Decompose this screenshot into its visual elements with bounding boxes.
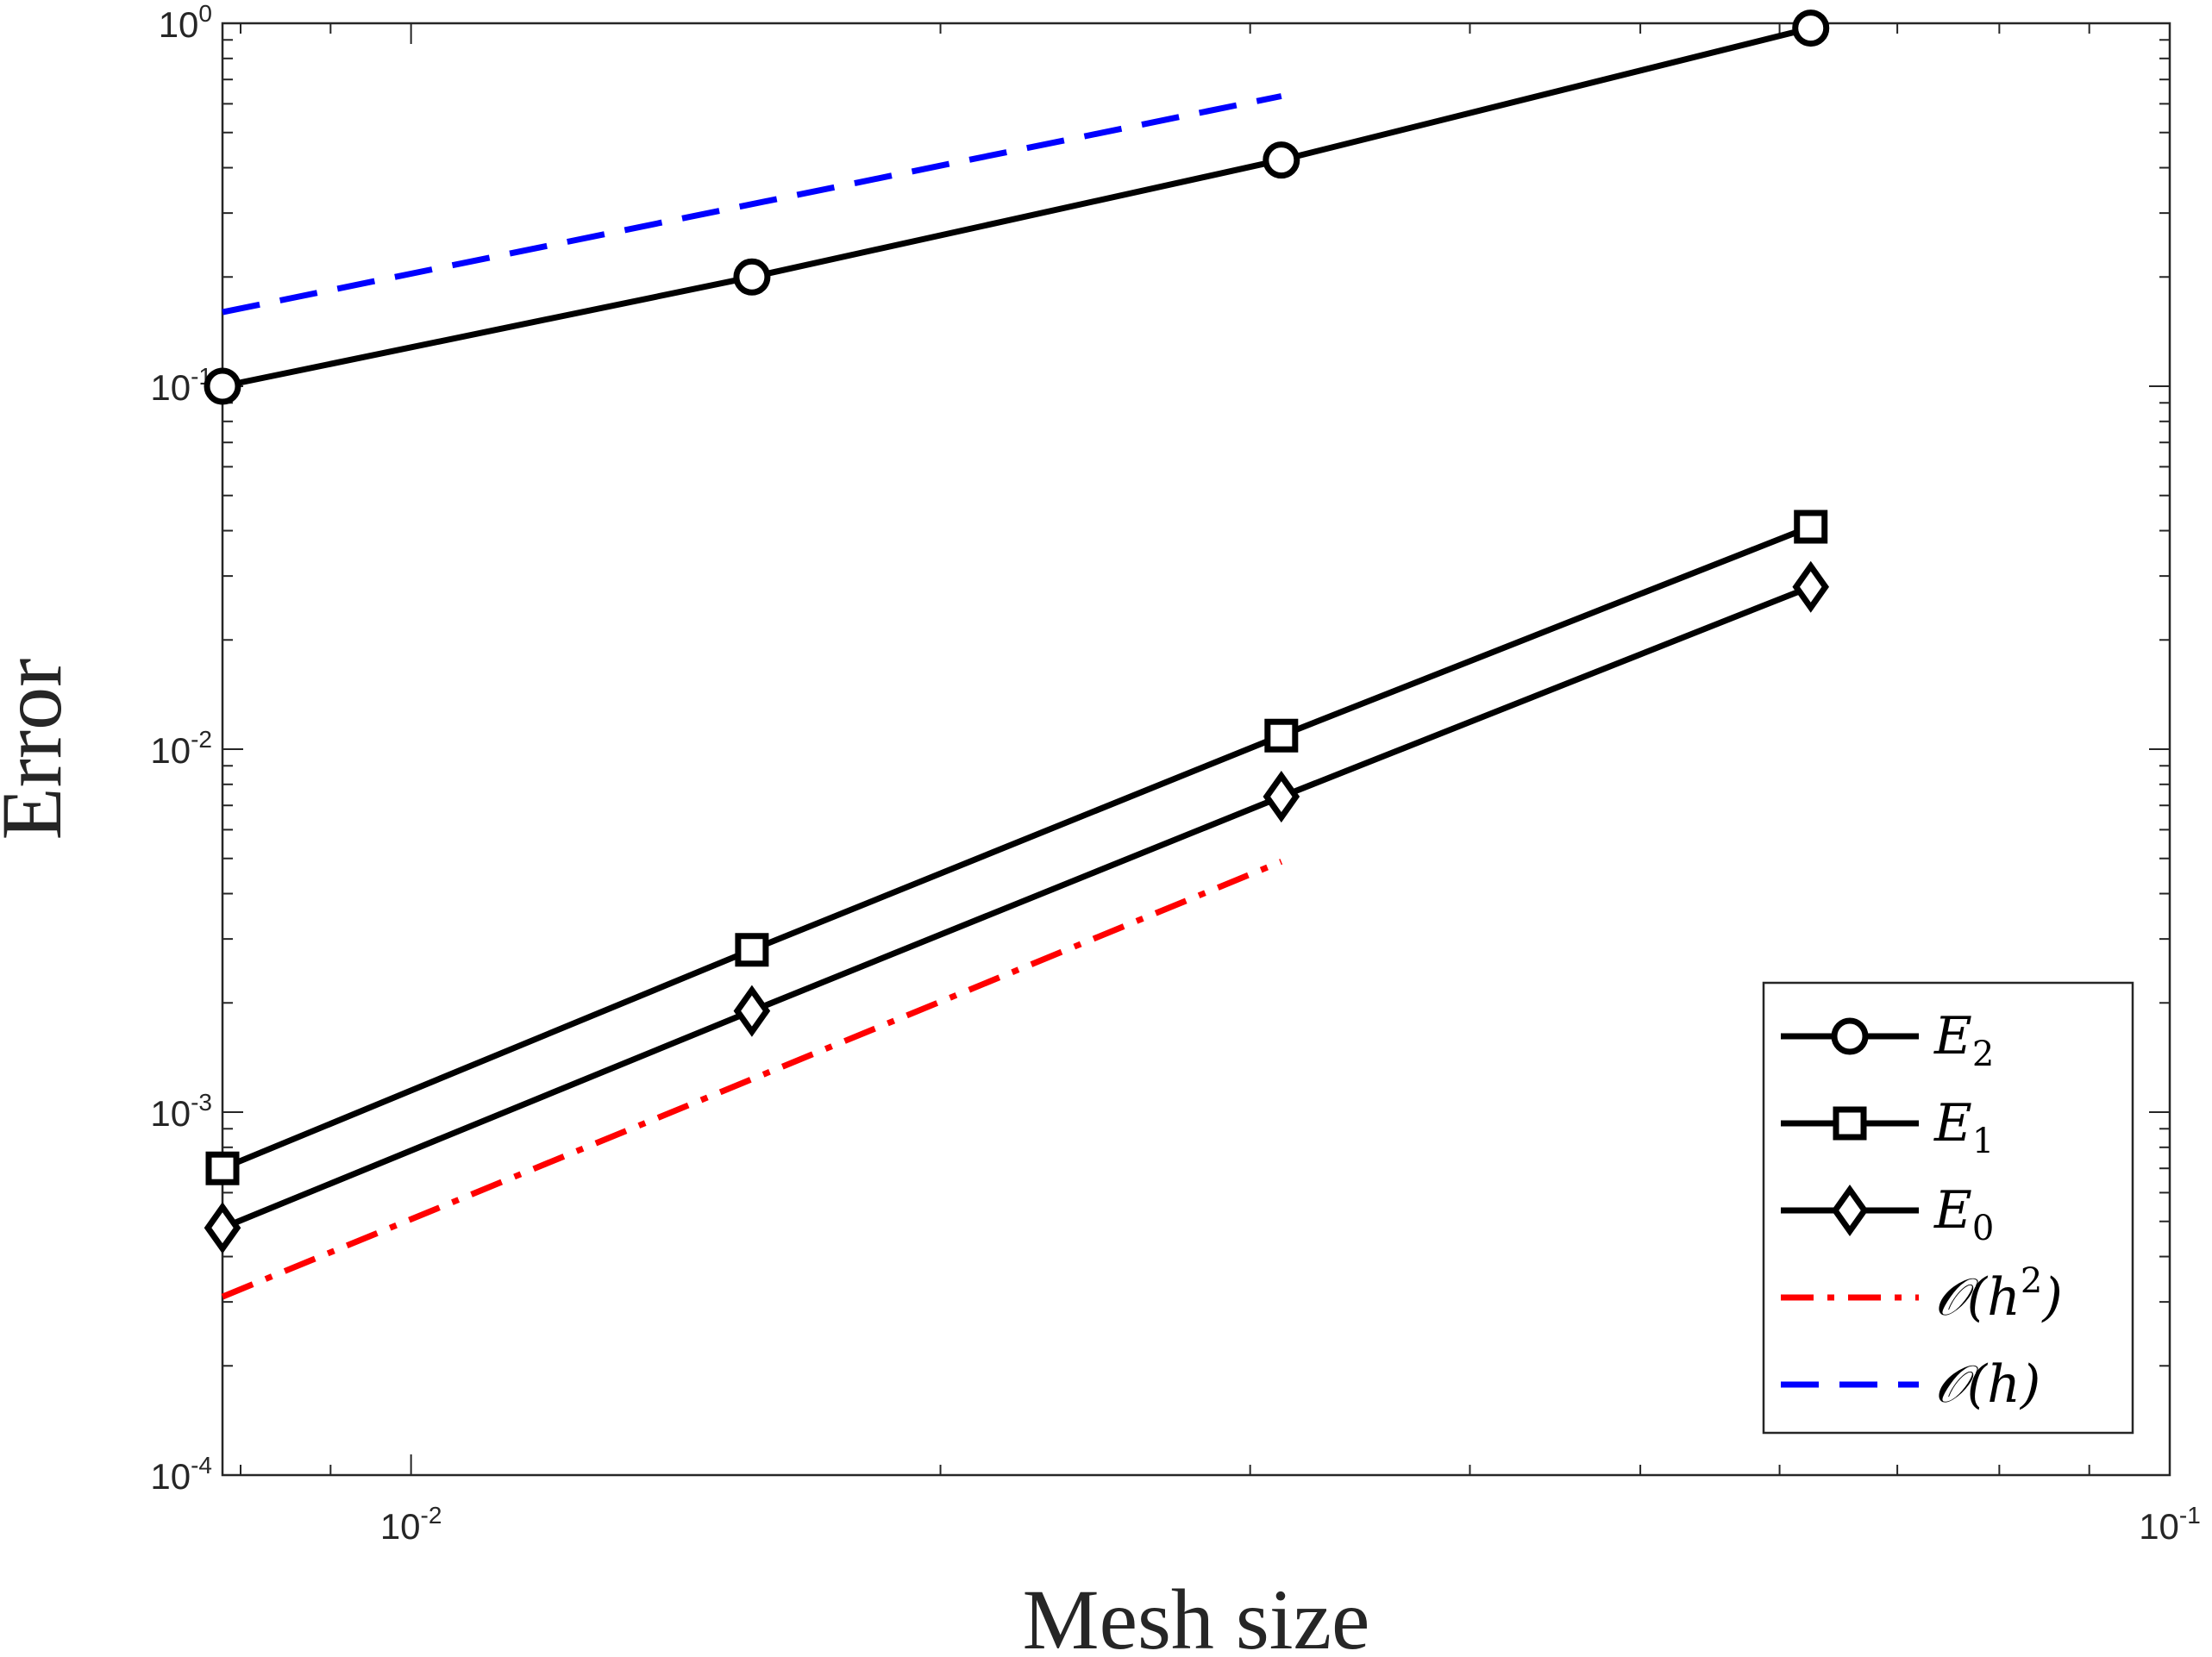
tick-label-base: 10 — [150, 730, 191, 771]
series-markers — [204, 9, 1830, 1254]
legend-label-3: 𝒪(h2) — [1934, 1261, 2063, 1328]
data-point-square — [735, 933, 769, 967]
tick-label-exponent: -4 — [191, 1452, 212, 1479]
data-point-diamond — [733, 985, 771, 1037]
series-line-0 — [222, 25, 1812, 390]
x-tick-label: 10-2 — [380, 1502, 442, 1547]
tick-label-exponent: -1 — [2179, 1502, 2201, 1529]
x-axis-title: Mesh size — [1023, 1572, 1370, 1657]
legend-label-superscript: 2 — [2021, 1261, 2042, 1301]
legend-label-tail: ) — [2040, 1267, 2062, 1328]
data-point-square — [1794, 510, 1828, 544]
tick-label-exponent: 0 — [198, 0, 212, 27]
legend-marker-square — [1833, 1106, 1867, 1141]
data-point-circle — [1263, 141, 1300, 179]
data-point-circle — [733, 258, 771, 296]
series-line-3 — [221, 859, 1283, 1300]
y-tick-label: 10-4 — [150, 1452, 212, 1497]
data-point-diamond — [204, 1202, 241, 1254]
tick-label-base: 10 — [150, 1456, 191, 1497]
tick-label-base: 10 — [159, 4, 199, 45]
tick-label-base: 10 — [380, 1506, 421, 1547]
series-lines — [221, 25, 1812, 1300]
tick-label-exponent: -2 — [421, 1502, 442, 1529]
legend-label-4: 𝒪(h) — [1934, 1354, 2040, 1415]
data-point-diamond — [1263, 770, 1300, 823]
legend-label-main: E — [1933, 1093, 1972, 1154]
tick-label-base: 10 — [2139, 1506, 2179, 1547]
y-axis-title: Error — [0, 659, 79, 841]
x-tick-label: 10-1 — [2139, 1502, 2201, 1547]
tick-label-exponent: -3 — [191, 1089, 212, 1116]
legend-label-0: E2 — [1933, 1006, 1994, 1074]
data-point-circle — [1792, 9, 1830, 47]
data-point-diamond — [1792, 560, 1830, 613]
series-line-1 — [221, 523, 1812, 1172]
legend-label-subscript: 0 — [1972, 1209, 1994, 1248]
legend-label-1: E1 — [1933, 1093, 1994, 1161]
data-point-square — [205, 1151, 240, 1185]
legend-label-main: E — [1933, 1180, 1972, 1241]
series-line-2 — [221, 584, 1812, 1231]
legend-label-main: 𝒪(h — [1934, 1267, 2021, 1328]
y-tick-label: 10-3 — [150, 1089, 212, 1134]
legend-label-main: 𝒪(h) — [1934, 1354, 2040, 1415]
legend-label-subscript: 1 — [1972, 1122, 1994, 1161]
tick-label-base: 10 — [150, 367, 191, 408]
tick-label-base: 10 — [150, 1093, 191, 1134]
minor-ticks — [222, 23, 2170, 1475]
legend-marker-diamond — [1831, 1184, 1869, 1237]
tick-label-exponent: -2 — [191, 726, 212, 753]
y-tick-label: 10-1 — [150, 363, 212, 408]
data-point-circle — [204, 367, 241, 405]
legend-label-main: E — [1933, 1006, 1972, 1066]
legend-label-subscript: 2 — [1972, 1035, 1994, 1074]
legend-marker-circle — [1831, 1017, 1869, 1055]
y-tick-label: 100 — [159, 0, 212, 45]
y-tick-label: 10-2 — [150, 726, 212, 771]
series-line-4 — [222, 93, 1282, 316]
data-point-square — [1264, 718, 1299, 753]
legend-label-2: E0 — [1933, 1180, 1994, 1248]
